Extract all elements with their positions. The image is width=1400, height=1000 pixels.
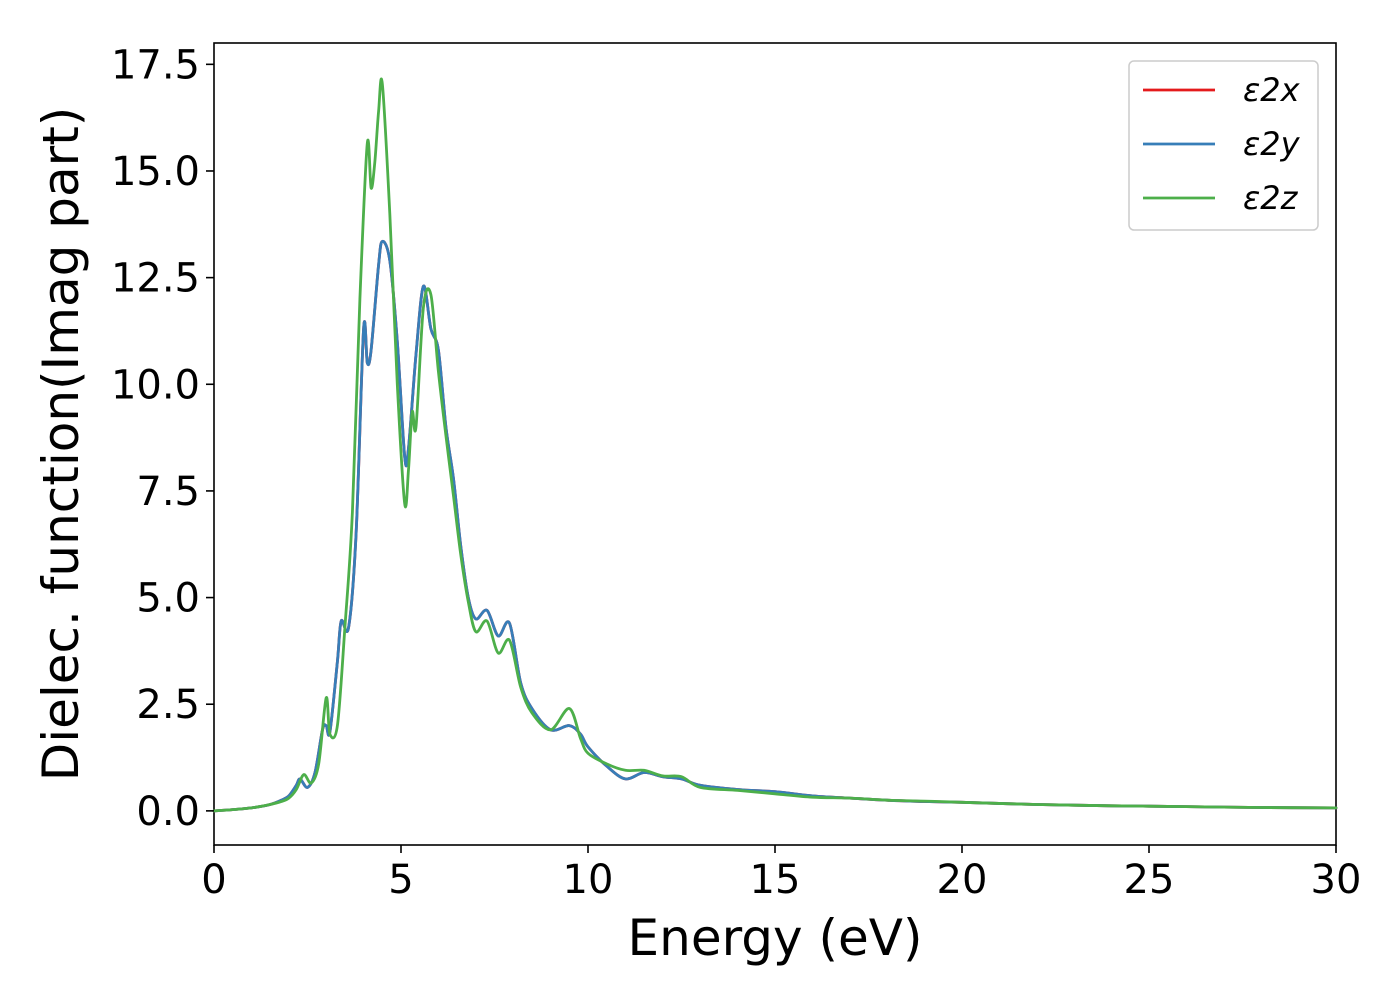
x-axis-ticks: 0 5 10 15 20 25 30 <box>201 845 1361 903</box>
series-line-2 <box>212 239 1338 813</box>
y-tick-label: 15.0 <box>111 149 200 195</box>
x-tick-label: 25 <box>1124 857 1175 903</box>
y-tick-label: 7.5 <box>136 469 200 515</box>
x-tick-label: 20 <box>937 857 988 903</box>
y-tick-label: 0.0 <box>136 789 200 835</box>
legend-label-1: ε2x <box>1243 71 1301 109</box>
y-tick-label: 5.0 <box>136 576 200 622</box>
x-tick-label: 5 <box>388 857 413 903</box>
y-tick-label: 17.5 <box>111 42 200 88</box>
series-line-3 <box>212 77 1338 813</box>
y-axis-label: Dielec. function(Imag part) <box>32 107 90 782</box>
x-tick-label: 30 <box>1311 857 1362 903</box>
x-tick-label: 0 <box>201 857 226 903</box>
legend: ε2x ε2y ε2z <box>1128 60 1319 231</box>
y-tick-label: 12.5 <box>111 256 200 302</box>
y-axis-ticks: 0.0 2.5 5.0 7.5 10.0 12.5 15.0 17.5 <box>111 42 214 835</box>
series-lines <box>212 77 1338 813</box>
y-tick-label: 10.0 <box>111 362 200 408</box>
legend-label-3: ε2z <box>1243 179 1299 217</box>
legend-label-2: ε2y <box>1243 125 1301 163</box>
legend-entries: ε2x ε2y ε2z <box>1143 71 1301 217</box>
x-tick-label: 10 <box>563 857 614 903</box>
y-tick-label: 2.5 <box>136 682 200 728</box>
x-tick-label: 15 <box>750 857 801 903</box>
x-axis-label: Energy (eV) <box>628 909 923 967</box>
legend-box <box>1128 60 1319 231</box>
